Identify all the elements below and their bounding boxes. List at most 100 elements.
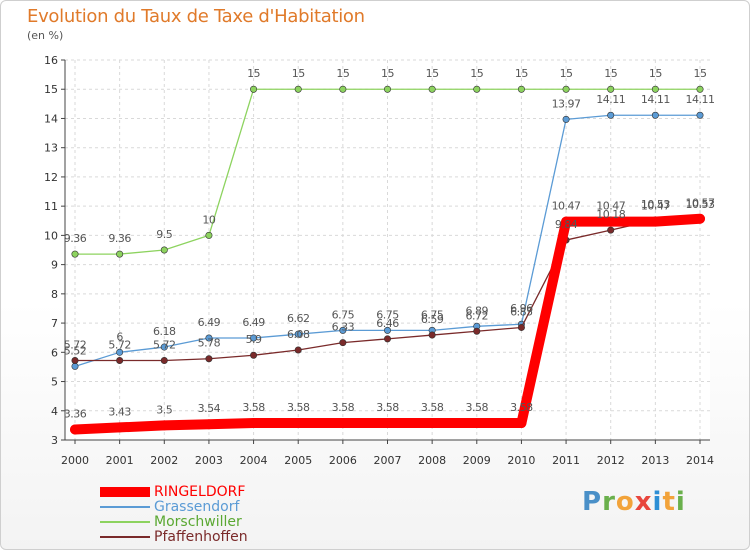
data-point-morschwiller xyxy=(250,85,258,93)
y-tick-label: 14 xyxy=(44,112,58,125)
data-label-pfaffenhoffen: 6.85 xyxy=(510,305,533,318)
data-point-grassendorf xyxy=(160,343,168,351)
data-label-grassendorf: 14.11 xyxy=(686,93,715,106)
data-point-pfaffenhoffen xyxy=(473,327,481,335)
data-point-morschwiller xyxy=(116,250,124,258)
data-point-ringeldorf xyxy=(516,418,527,429)
y-tick-label: 6 xyxy=(51,346,58,359)
y-tick-label: 13 xyxy=(44,142,58,155)
data-label-grassendorf: 14.11 xyxy=(641,93,670,106)
x-tick-label: 2002 xyxy=(150,454,178,467)
y-tick-label: 10 xyxy=(44,229,58,242)
data-label-ringeldorf: 3.58 xyxy=(376,401,399,414)
y-tick-label: 16 xyxy=(44,54,58,67)
x-tick-label: 2007 xyxy=(374,454,402,467)
data-label-ringeldorf: 10.47 xyxy=(641,200,670,213)
data-point-grassendorf xyxy=(607,111,615,119)
proxiti-logo: Proxiti xyxy=(582,487,686,517)
data-point-ringeldorf xyxy=(70,424,80,435)
x-tick-label: 2000 xyxy=(61,454,89,467)
data-label-morschwiller: 15 xyxy=(604,67,617,80)
data-point-morschwiller xyxy=(651,85,659,93)
y-tick-label: 11 xyxy=(44,200,58,213)
data-label-ringeldorf: 3.58 xyxy=(466,401,489,414)
x-tick-label: 2006 xyxy=(329,454,357,467)
data-label-grassendorf: 5.52 xyxy=(64,344,87,357)
data-label-pfaffenhoffen: 6.33 xyxy=(332,321,355,334)
data-label-ringeldorf: 3.58 xyxy=(242,401,265,414)
data-label-pfaffenhoffen: 5.72 xyxy=(153,338,176,351)
legend-label: RINGELDORF xyxy=(154,484,246,500)
x-tick-label: 2011 xyxy=(552,454,580,467)
plot-area xyxy=(65,60,710,440)
data-label-morschwiller: 15 xyxy=(560,67,573,80)
data-label-pfaffenhoffen: 10.53 xyxy=(641,198,670,211)
data-point-pfaffenhoffen xyxy=(339,339,347,347)
y-tick-label: 4 xyxy=(51,405,58,418)
data-point-ringeldorf xyxy=(650,216,661,227)
data-point-grassendorf xyxy=(383,326,391,334)
data-point-morschwiller xyxy=(71,250,79,258)
x-tick-label: 2010 xyxy=(507,454,535,467)
data-point-ringeldorf xyxy=(471,418,482,429)
data-label-morschwiller: 9.36 xyxy=(64,232,87,245)
data-point-ringeldorf xyxy=(695,213,705,224)
data-label-morschwiller: 15 xyxy=(292,67,305,80)
data-label-ringeldorf: 3.58 xyxy=(510,401,533,414)
data-point-ringeldorf xyxy=(561,216,572,227)
data-label-pfaffenhoffen: 6.59 xyxy=(421,313,444,326)
data-label-pfaffenhoffen: 6.46 xyxy=(376,317,399,330)
data-label-ringeldorf: 3.58 xyxy=(421,401,444,414)
data-label-morschwiller: 15 xyxy=(470,67,483,80)
data-label-morschwiller: 15 xyxy=(515,67,528,80)
data-point-morschwiller xyxy=(607,85,615,93)
data-point-pfaffenhoffen xyxy=(428,331,436,339)
data-point-ringeldorf xyxy=(203,419,214,430)
data-point-pfaffenhoffen xyxy=(160,356,168,364)
data-point-morschwiller xyxy=(428,85,436,93)
y-unit-label: (en %) xyxy=(27,29,64,42)
data-label-pfaffenhoffen: 5.72 xyxy=(64,338,87,351)
data-label-pfaffenhoffen: 6.72 xyxy=(466,309,489,322)
data-point-morschwiller xyxy=(517,85,525,93)
data-label-grassendorf: 6.89 xyxy=(466,304,489,317)
data-point-ringeldorf xyxy=(427,418,438,429)
data-point-grassendorf xyxy=(651,111,659,119)
y-tick-label: 7 xyxy=(51,317,58,330)
data-label-ringeldorf: 3.5 xyxy=(156,403,172,416)
data-label-grassendorf: 13.97 xyxy=(552,97,581,110)
x-tick-label: 2014 xyxy=(686,454,714,467)
data-point-pfaffenhoffen xyxy=(116,356,124,364)
data-label-grassendorf: 6.75 xyxy=(376,308,399,321)
data-point-ringeldorf xyxy=(159,420,170,431)
data-point-ringeldorf xyxy=(293,418,304,429)
data-label-morschwiller: 15 xyxy=(426,67,439,80)
data-label-ringeldorf: 3.58 xyxy=(332,401,355,414)
data-label-pfaffenhoffen: 5.9 xyxy=(246,333,262,346)
legend-swatch xyxy=(100,536,150,538)
data-point-pfaffenhoffen xyxy=(383,335,391,343)
legend-swatch xyxy=(100,506,150,508)
data-label-morschwiller: 10 xyxy=(202,213,215,226)
data-point-pfaffenhoffen xyxy=(250,351,258,359)
data-point-ringeldorf xyxy=(114,422,125,433)
x-tick-label: 2001 xyxy=(106,454,134,467)
data-point-pfaffenhoffen xyxy=(294,346,302,354)
page-title: Evolution du Taux de Taxe d'Habitation xyxy=(27,6,365,27)
data-label-grassendorf: 6 xyxy=(116,330,123,343)
data-label-morschwiller: 9.5 xyxy=(156,228,172,241)
data-label-morschwiller: 15 xyxy=(694,67,707,80)
data-point-morschwiller xyxy=(294,85,302,93)
data-label-grassendorf: 6.75 xyxy=(332,308,355,321)
data-label-grassendorf: 6.62 xyxy=(287,312,310,325)
data-point-grassendorf xyxy=(294,330,302,338)
data-point-pfaffenhoffen xyxy=(205,355,213,363)
data-point-grassendorf xyxy=(562,115,570,123)
data-label-morschwiller: 15 xyxy=(336,67,349,80)
y-tick-label: 3 xyxy=(51,434,58,447)
data-label-morschwiller: 15 xyxy=(381,67,394,80)
data-label-ringeldorf: 3.43 xyxy=(108,405,131,418)
data-point-grassendorf xyxy=(250,334,258,342)
data-label-ringeldorf: 10.57 xyxy=(686,197,715,210)
